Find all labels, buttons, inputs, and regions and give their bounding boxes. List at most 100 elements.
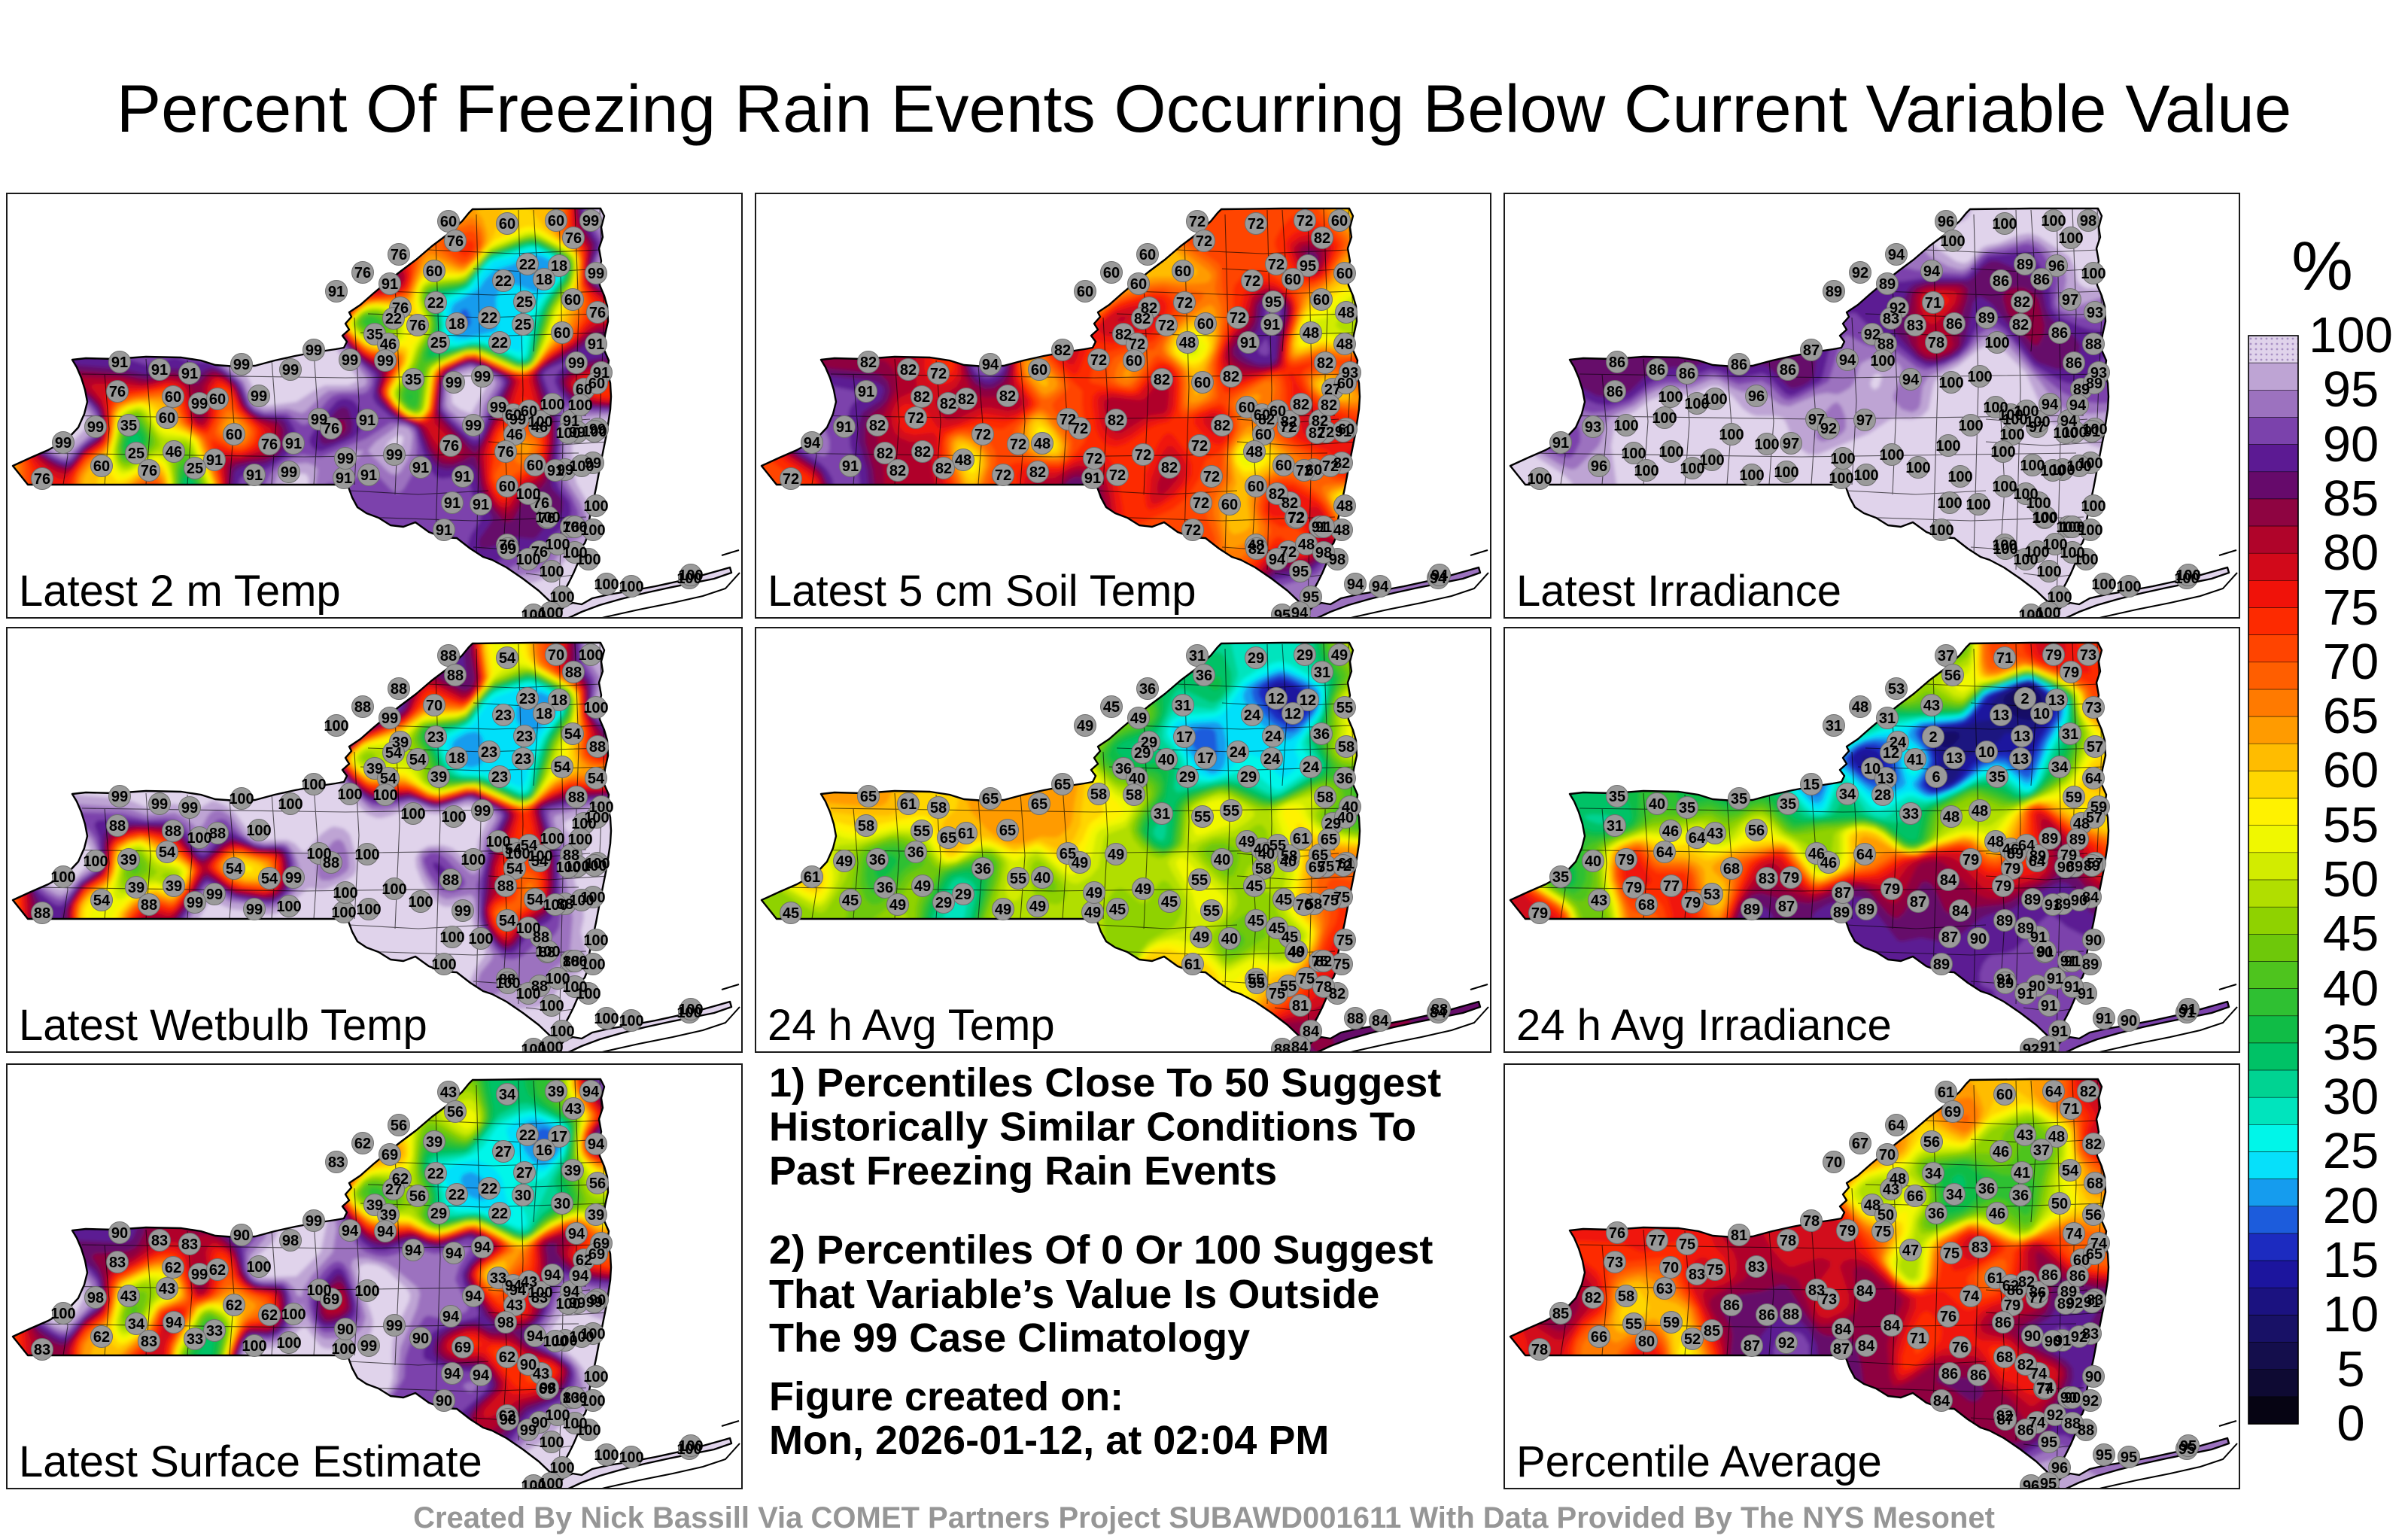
svg-text:83: 83 xyxy=(1907,318,1923,334)
svg-text:61: 61 xyxy=(1338,856,1354,872)
svg-text:93: 93 xyxy=(1585,419,1601,436)
svg-text:89: 89 xyxy=(2024,892,2041,908)
svg-text:75: 75 xyxy=(1874,1224,1891,1240)
svg-text:79: 79 xyxy=(2045,647,2062,664)
svg-text:100: 100 xyxy=(2078,522,2102,539)
svg-text:79: 79 xyxy=(1839,1223,1856,1239)
svg-text:100: 100 xyxy=(1992,216,2017,233)
svg-text:100: 100 xyxy=(539,564,564,580)
svg-text:2: 2 xyxy=(2020,691,2029,707)
svg-text:65: 65 xyxy=(1309,859,1325,876)
svg-text:54: 54 xyxy=(159,844,176,861)
svg-text:100: 100 xyxy=(2081,266,2105,282)
svg-text:24: 24 xyxy=(1303,759,1320,776)
svg-text:91: 91 xyxy=(2084,424,2100,440)
svg-text:76: 76 xyxy=(392,300,409,317)
svg-text:22: 22 xyxy=(385,311,402,327)
svg-text:60: 60 xyxy=(2323,742,2379,798)
svg-text:24: 24 xyxy=(1263,751,1281,768)
svg-text:94: 94 xyxy=(342,1223,359,1239)
svg-text:91: 91 xyxy=(1552,435,1569,452)
svg-text:100: 100 xyxy=(1830,451,1855,467)
svg-text:94: 94 xyxy=(1269,552,1286,568)
svg-text:46: 46 xyxy=(1820,855,1837,871)
svg-text:69: 69 xyxy=(382,1147,398,1163)
svg-text:0: 0 xyxy=(2337,1395,2364,1452)
svg-text:82: 82 xyxy=(1315,954,1332,970)
svg-text:Latest Wetbulb Temp: Latest Wetbulb Temp xyxy=(19,1001,427,1050)
svg-text:60: 60 xyxy=(1239,400,1255,416)
svg-text:36: 36 xyxy=(1336,771,1353,787)
svg-text:17: 17 xyxy=(551,1129,567,1145)
svg-text:39: 39 xyxy=(366,1197,383,1214)
svg-text:46: 46 xyxy=(2002,841,2019,858)
svg-text:16: 16 xyxy=(536,1142,552,1159)
svg-text:46: 46 xyxy=(531,419,548,436)
svg-text:43: 43 xyxy=(440,1084,457,1101)
svg-text:100: 100 xyxy=(2025,414,2050,430)
svg-text:35: 35 xyxy=(2323,1014,2379,1071)
svg-text:91: 91 xyxy=(360,467,377,484)
svg-text:76: 76 xyxy=(323,421,339,437)
svg-text:95: 95 xyxy=(1303,589,1319,606)
svg-text:88: 88 xyxy=(1431,1002,1448,1018)
svg-text:88: 88 xyxy=(557,896,573,913)
svg-text:100: 100 xyxy=(580,957,605,973)
svg-text:90: 90 xyxy=(589,1292,606,1309)
svg-text:83: 83 xyxy=(2082,1326,2099,1343)
svg-text:97: 97 xyxy=(1856,412,1873,429)
svg-text:89: 89 xyxy=(2007,846,2023,862)
svg-text:100: 100 xyxy=(333,885,357,902)
svg-text:81: 81 xyxy=(1731,1227,1747,1244)
svg-text:96: 96 xyxy=(2048,258,2065,275)
svg-text:100: 100 xyxy=(535,944,560,960)
svg-text:100: 100 xyxy=(540,831,564,847)
svg-text:46: 46 xyxy=(1993,1144,2009,1160)
svg-text:64: 64 xyxy=(2029,853,2046,870)
svg-text:86: 86 xyxy=(2007,1282,2023,1299)
svg-text:100: 100 xyxy=(549,589,574,606)
svg-text:88: 88 xyxy=(531,978,548,995)
svg-text:91: 91 xyxy=(382,276,398,293)
svg-text:76: 76 xyxy=(589,305,606,321)
svg-text:58: 58 xyxy=(1618,1288,1634,1305)
svg-text:60: 60 xyxy=(226,427,242,443)
svg-text:72: 72 xyxy=(1158,318,1175,334)
svg-text:88: 88 xyxy=(563,954,579,970)
svg-text:84: 84 xyxy=(1933,1393,1950,1410)
svg-text:Latest Irradiance: Latest Irradiance xyxy=(1516,567,1841,616)
svg-text:74: 74 xyxy=(2037,1380,2054,1397)
svg-text:99: 99 xyxy=(181,800,198,817)
svg-text:100: 100 xyxy=(545,537,570,553)
svg-text:75: 75 xyxy=(1333,957,1350,973)
svg-text:69: 69 xyxy=(588,1246,605,1263)
svg-text:100: 100 xyxy=(530,1048,555,1065)
svg-text:71: 71 xyxy=(1925,295,1941,312)
svg-text:84: 84 xyxy=(1856,1283,1874,1300)
svg-text:34: 34 xyxy=(1946,1187,1963,1203)
svg-text:78: 78 xyxy=(1780,1233,1796,1249)
svg-text:72: 72 xyxy=(1176,295,1193,312)
svg-text:79: 79 xyxy=(2004,1297,2020,1314)
svg-text:18: 18 xyxy=(448,316,465,333)
svg-text:79: 79 xyxy=(2063,665,2079,681)
svg-text:100: 100 xyxy=(1935,438,1960,455)
svg-text:54: 54 xyxy=(261,871,278,887)
svg-text:50: 50 xyxy=(2323,851,2379,908)
svg-text:70: 70 xyxy=(548,647,564,664)
svg-text:80: 80 xyxy=(2323,525,2379,581)
svg-text:12: 12 xyxy=(1285,706,1301,722)
svg-text:70: 70 xyxy=(1879,1147,1896,1163)
svg-text:48: 48 xyxy=(1034,436,1050,452)
svg-text:90: 90 xyxy=(520,1357,537,1373)
svg-text:100: 100 xyxy=(583,498,608,515)
svg-text:99: 99 xyxy=(191,1267,208,1283)
svg-text:100: 100 xyxy=(543,897,567,914)
svg-text:100: 100 xyxy=(276,899,301,915)
svg-text:58: 58 xyxy=(1306,896,1322,913)
svg-text:100: 100 xyxy=(2056,519,2081,536)
svg-text:62: 62 xyxy=(2002,1278,2019,1294)
svg-text:98: 98 xyxy=(2080,213,2096,230)
svg-text:90: 90 xyxy=(1970,931,1987,947)
svg-text:100: 100 xyxy=(281,1306,306,1323)
